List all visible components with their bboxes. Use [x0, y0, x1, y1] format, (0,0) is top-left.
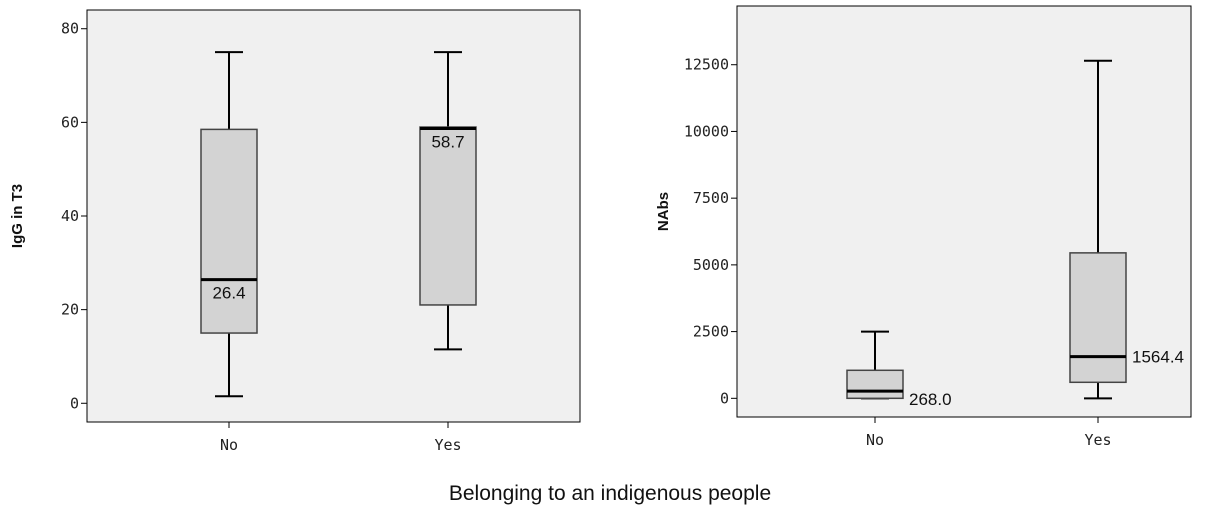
box-no: 26.4	[200, 51, 258, 398]
median-label: 268.0	[909, 390, 952, 409]
x-tick-label: No	[866, 431, 884, 449]
shared-x-axis-title: Belonging to an indigenous people	[449, 482, 771, 505]
y-tick-label: 2500	[693, 323, 729, 341]
y-tick-label: 7500	[693, 189, 729, 207]
y-tick-label: 60	[61, 113, 79, 131]
y-axis-title: IgG in T3	[9, 184, 26, 248]
y-tick-label: 0	[70, 394, 79, 412]
x-tick-label: Yes	[1084, 431, 1111, 449]
iqr-box	[419, 126, 477, 306]
y-tick-label: 12500	[684, 56, 729, 74]
iqr-box	[846, 369, 904, 400]
chart-panel-igg: 0 20 40 60 80 IgG in T3 No Yes 26.4 58.7	[9, 9, 581, 454]
box-yes: 1564.4	[1069, 59, 1184, 400]
y-tick-label: 80	[61, 20, 79, 38]
y-axis-title: NAbs	[655, 192, 672, 231]
y-tick-label: 40	[61, 207, 79, 225]
y-tick-label: 20	[61, 301, 79, 319]
iqr-box	[1069, 252, 1127, 384]
median-label: 1564.4	[1132, 348, 1184, 367]
box-yes: 58.7	[419, 51, 477, 351]
x-tick-label: Yes	[434, 436, 461, 454]
plot-area	[86, 9, 581, 423]
y-tick-label: 10000	[684, 122, 729, 140]
iqr-box	[200, 128, 258, 334]
box-no: 268.0	[846, 330, 952, 409]
x-tick-label: No	[220, 436, 238, 454]
chart-panel-nabs: 0 2500 5000 7500 10000 12500 NAbs No Yes 268.0 156…	[655, 5, 1192, 449]
median-label: 26.4	[212, 284, 245, 303]
y-tick-label: 0	[720, 389, 729, 407]
y-tick-label: 5000	[693, 256, 729, 274]
median-label: 58.7	[431, 132, 464, 151]
